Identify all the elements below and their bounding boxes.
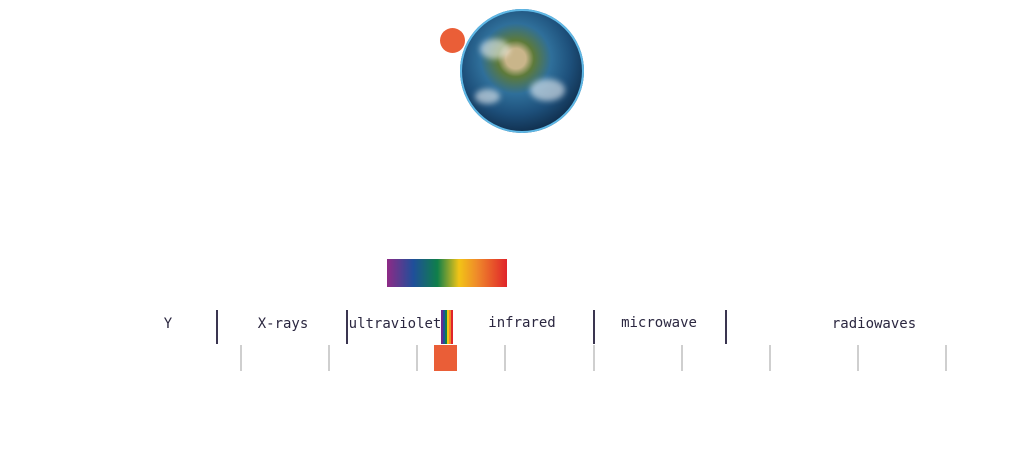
band-label-radiowaves: radiowaves bbox=[831, 316, 917, 332]
band-divider bbox=[725, 310, 727, 344]
position-dot bbox=[440, 28, 465, 53]
scale-tick bbox=[328, 345, 330, 371]
visible-light-band bbox=[441, 310, 453, 344]
scale-tick bbox=[681, 345, 683, 371]
scale-tick bbox=[593, 345, 595, 371]
band-divider bbox=[346, 310, 348, 344]
earth-icon bbox=[460, 9, 584, 133]
visible-spectrum-bar bbox=[387, 259, 507, 287]
band-label-infrared: infrared bbox=[488, 315, 556, 331]
scale-tick bbox=[769, 345, 771, 371]
scale-tick bbox=[945, 345, 947, 371]
scale-tick bbox=[504, 345, 506, 371]
scale-tick bbox=[416, 345, 418, 371]
band-label-xrays: X-rays bbox=[257, 316, 309, 332]
band-divider bbox=[593, 310, 595, 344]
position-marker[interactable] bbox=[434, 345, 457, 371]
scale-tick bbox=[857, 345, 859, 371]
scale-tick bbox=[240, 345, 242, 371]
band-divider bbox=[216, 310, 218, 344]
band-label-gamma: Y bbox=[163, 316, 173, 332]
band-label-ultraviolet: ultraviolet bbox=[348, 316, 442, 332]
band-label-microwave: microwave bbox=[621, 315, 697, 331]
